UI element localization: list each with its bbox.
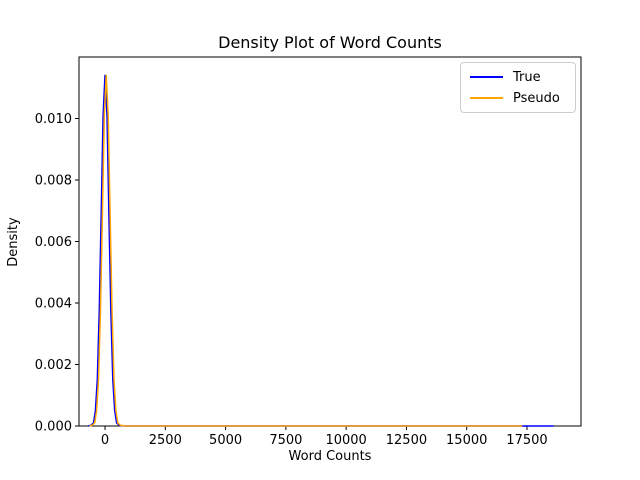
x-tick-label: 2500 [149, 433, 182, 448]
legend-item-pseudo: Pseudo [470, 90, 566, 106]
chart-title: Density Plot of Word Counts [218, 33, 442, 52]
legend-label: Pseudo [513, 90, 560, 106]
x-tick-label: 5000 [209, 433, 242, 448]
x-tick-label: 10000 [325, 433, 366, 448]
y-axis-label: Density [6, 217, 21, 267]
x-axis-label: Word Counts [288, 449, 372, 464]
y-tick-label: 0.000 [35, 420, 72, 435]
series-line-true [88, 74, 554, 427]
x-tick-label: 0 [101, 433, 109, 448]
y-tick-label: 0.010 [35, 112, 72, 127]
x-tick-label: 17500 [506, 433, 547, 448]
y-tick-label: 0.008 [35, 174, 72, 189]
x-tick-label: 12500 [386, 433, 427, 448]
x-tick-label: 7500 [269, 433, 302, 448]
y-tick-label: 0.004 [35, 297, 72, 312]
y-tick-label: 0.006 [35, 235, 72, 250]
legend-label: True [513, 69, 541, 85]
y-tick-label: 0.002 [35, 358, 72, 373]
legend-swatch-pseudo [470, 97, 503, 99]
legend-item-true: True [470, 69, 566, 85]
legend: True Pseudo [460, 62, 576, 113]
series-line-pseudo [89, 74, 523, 427]
legend-swatch-true [470, 76, 503, 78]
x-tick-label: 15000 [446, 433, 487, 448]
